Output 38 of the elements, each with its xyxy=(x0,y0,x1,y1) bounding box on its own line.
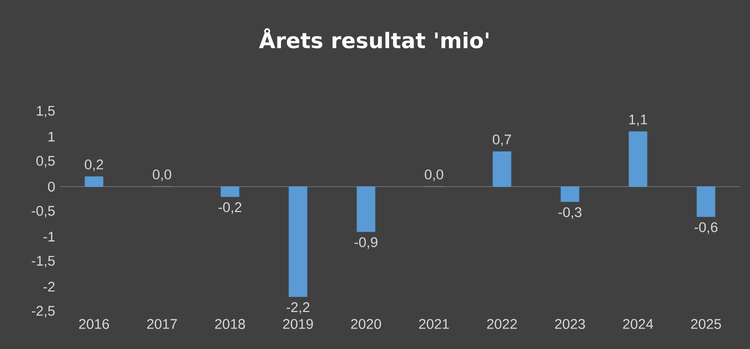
x-tick-label: 2019 xyxy=(283,319,313,329)
y-tick-label: 0 xyxy=(48,182,55,192)
y-tick-label: 1,5 xyxy=(36,106,55,118)
data-label: 0,0 xyxy=(152,170,172,182)
data-label: 0,2 xyxy=(84,160,104,172)
data-label: 1,1 xyxy=(629,114,648,126)
y-tick-label: -2 xyxy=(43,282,55,292)
bar xyxy=(560,186,580,202)
x-tick-label: 2018 xyxy=(215,319,245,329)
data-label: 0,7 xyxy=(492,134,512,146)
x-tick-label: 2017 xyxy=(147,319,177,329)
bar xyxy=(84,176,104,187)
data-label: -0,3 xyxy=(558,207,582,219)
x-tick-label: 2016 xyxy=(79,319,109,329)
y-tick-label: -0,5 xyxy=(32,206,55,218)
data-label: -2,2 xyxy=(286,302,310,314)
y-tick-label: 1 xyxy=(48,132,55,142)
data-label: -0,6 xyxy=(694,222,718,234)
bar xyxy=(356,186,376,232)
y-tick-label: -1,5 xyxy=(32,256,55,268)
chart-title: Årets resultat 'mio' xyxy=(259,28,488,48)
y-tick-label: -2,5 xyxy=(32,306,55,318)
x-tick-label: 2021 xyxy=(419,319,449,329)
bar xyxy=(628,131,648,187)
data-label: -0,9 xyxy=(354,237,378,249)
x-tick-label: 2024 xyxy=(623,319,654,329)
x-tick-label: 2023 xyxy=(555,319,585,329)
data-label: -0,2 xyxy=(218,202,242,214)
bar xyxy=(696,186,716,217)
bar xyxy=(288,186,308,297)
data-label: 0,0 xyxy=(424,170,444,182)
bar xyxy=(492,151,512,187)
bar xyxy=(220,186,240,197)
x-tick-label: 2025 xyxy=(691,319,721,329)
y-tick-label: 0,5 xyxy=(36,156,55,168)
y-tick-label: -1 xyxy=(43,232,55,242)
x-tick-label: 2020 xyxy=(351,319,382,329)
x-tick-label: 2022 xyxy=(487,319,517,329)
